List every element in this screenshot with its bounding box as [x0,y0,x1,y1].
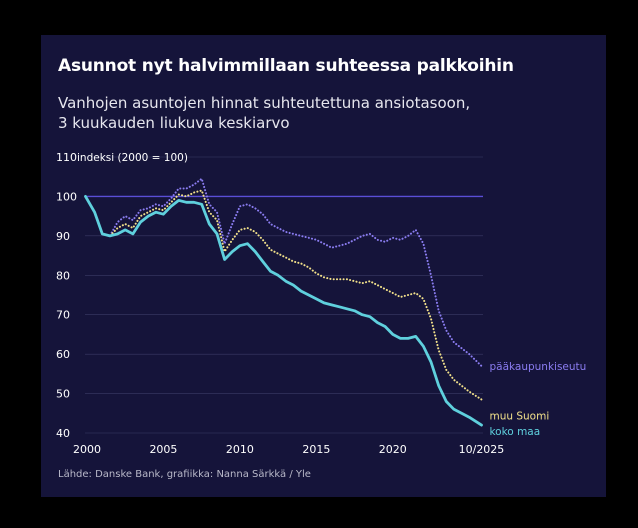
y-tick-label: 50 [56,388,70,401]
series-lines [84,177,483,427]
source-credit: Lähde: Danske Bank, grafiikka: Nanna Sär… [58,469,311,480]
chart-subtitle: Vanhojen asuntojen hinnat suhteutettuna … [58,93,470,133]
x-tick-label: 10/2025 [459,443,505,456]
series-line-0 [84,177,483,367]
x-tick-label: 2000 [73,443,101,456]
series-label-0: pääkaupunkiseutu [489,361,586,373]
series-labels: pääkaupunkiseutu muu Suomi koko maa [489,361,586,438]
series-line-2 [84,195,483,427]
axes: indeksi (2000 = 100) 1101009080706050402… [56,151,504,456]
chart-title: Asunnot nyt halvimmillaan suhteessa palk… [58,56,514,76]
subtitle-line-2: 3 kuukauden liukuva keskiarvo [58,114,290,132]
y-tick-label: 60 [56,348,70,361]
series-line-1 [84,189,483,401]
y-tick-label: 90 [56,230,70,243]
y-tick-label: 110 [56,151,77,164]
x-tick-label: 2015 [302,443,330,456]
subtitle-line-1: Vanhojen asuntojen hinnat suhteutettuna … [58,94,471,112]
line-chart: indeksi (2000 = 100) 1101009080706050402… [56,151,586,456]
y-tick-label: 40 [56,427,70,440]
x-tick-label: 2005 [149,443,177,456]
series-label-2: koko maa [489,426,540,438]
y-axis-label: indeksi (2000 = 100) [77,152,188,164]
y-tick-label: 100 [56,190,77,203]
gridlines [85,156,483,434]
x-tick-label: 2010 [226,443,254,456]
x-tick-label: 2020 [379,443,407,456]
y-tick-label: 80 [56,269,70,282]
chart-card: Asunnot nyt halvimmillaan suhteessa palk… [41,35,606,497]
series-label-1: muu Suomi [489,410,549,422]
y-tick-label: 70 [56,309,70,322]
